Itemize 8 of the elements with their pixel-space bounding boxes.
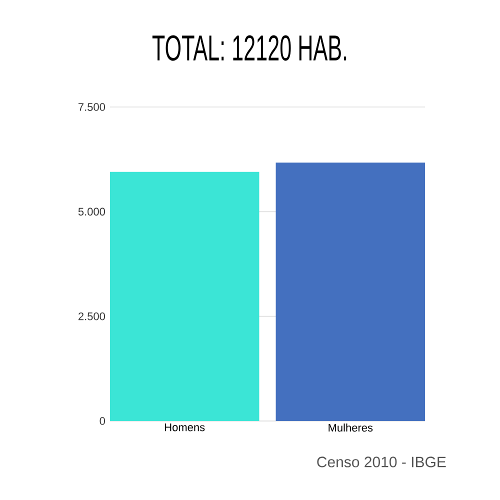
y-tick-label: 5.000 bbox=[78, 208, 106, 216]
chart-title: TOTAL: 12120 HAB. bbox=[152, 35, 346, 61]
y-tick-label: 7.500 bbox=[78, 103, 106, 111]
x-tick-label: Homens bbox=[165, 424, 205, 432]
x-tick-label: Mulheres bbox=[328, 424, 373, 432]
text: Censo 2010 - IBGE bbox=[317, 456, 446, 468]
y-tick-label: 2.500 bbox=[78, 312, 106, 320]
y-tick-label: 0 bbox=[100, 417, 106, 425]
